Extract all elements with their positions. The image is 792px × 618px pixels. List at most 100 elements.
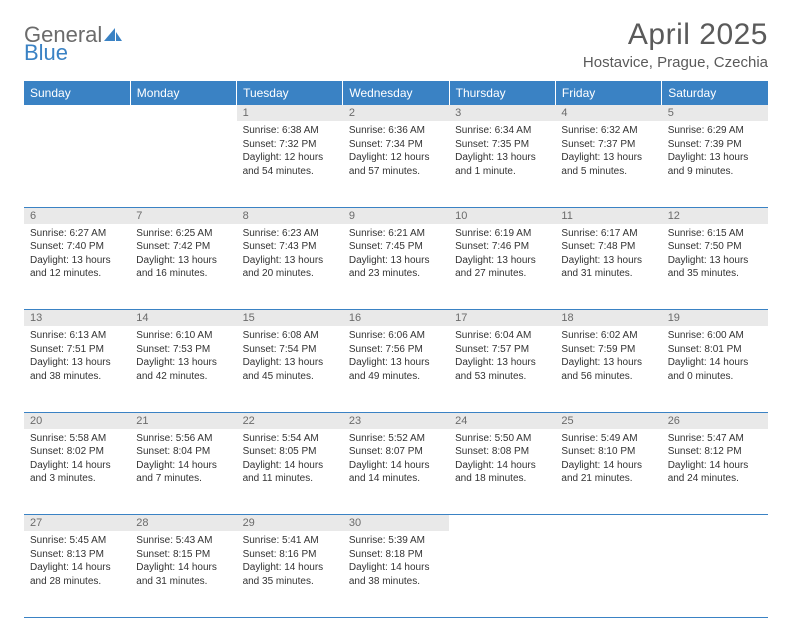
- day-content-row: Sunrise: 6:27 AMSunset: 7:40 PMDaylight:…: [24, 224, 768, 310]
- sunset-line: Sunset: 7:57 PM: [455, 343, 549, 357]
- sunrise-line: Sunrise: 5:49 AM: [561, 432, 655, 446]
- sunrise-line: Sunrise: 6:06 AM: [349, 329, 443, 343]
- sunset-line: Sunset: 8:08 PM: [455, 445, 549, 459]
- day-cell: Sunrise: 6:10 AMSunset: 7:53 PMDaylight:…: [130, 326, 236, 412]
- daylight-line: Daylight: 13 hours and 5 minutes.: [561, 151, 655, 178]
- day-number-cell: [662, 515, 768, 532]
- sunset-line: Sunset: 7:48 PM: [561, 240, 655, 254]
- sunset-line: Sunset: 7:46 PM: [455, 240, 549, 254]
- daylight-line: Daylight: 13 hours and 27 minutes.: [455, 254, 549, 281]
- day-number-cell: [555, 515, 661, 532]
- daylight-line: Daylight: 13 hours and 20 minutes.: [243, 254, 337, 281]
- day-details: Sunrise: 6:04 AMSunset: 7:57 PMDaylight:…: [449, 326, 555, 387]
- day-cell: Sunrise: 5:43 AMSunset: 8:15 PMDaylight:…: [130, 531, 236, 617]
- day-number-cell: 29: [237, 515, 343, 532]
- day-details: Sunrise: 6:25 AMSunset: 7:42 PMDaylight:…: [130, 224, 236, 285]
- daylight-line: Daylight: 14 hours and 18 minutes.: [455, 459, 549, 486]
- sunset-line: Sunset: 8:10 PM: [561, 445, 655, 459]
- daylight-line: Daylight: 14 hours and 3 minutes.: [30, 459, 124, 486]
- daylight-line: Daylight: 14 hours and 14 minutes.: [349, 459, 443, 486]
- sunset-line: Sunset: 8:12 PM: [668, 445, 762, 459]
- sunrise-line: Sunrise: 5:54 AM: [243, 432, 337, 446]
- sunrise-line: Sunrise: 6:27 AM: [30, 227, 124, 241]
- daylight-line: Daylight: 13 hours and 42 minutes.: [136, 356, 230, 383]
- sunset-line: Sunset: 7:32 PM: [243, 138, 337, 152]
- day-details: Sunrise: 5:56 AMSunset: 8:04 PMDaylight:…: [130, 429, 236, 490]
- day-cell: Sunrise: 6:19 AMSunset: 7:46 PMDaylight:…: [449, 224, 555, 310]
- day-number-cell: 15: [237, 310, 343, 327]
- day-details: Sunrise: 5:49 AMSunset: 8:10 PMDaylight:…: [555, 429, 661, 490]
- daylight-line: Daylight: 13 hours and 35 minutes.: [668, 254, 762, 281]
- day-cell: Sunrise: 5:56 AMSunset: 8:04 PMDaylight:…: [130, 429, 236, 515]
- title-block: April 2025 Hostavice, Prague, Czechia: [583, 18, 768, 71]
- day-cell: Sunrise: 6:17 AMSunset: 7:48 PMDaylight:…: [555, 224, 661, 310]
- day-number-cell: [130, 105, 236, 121]
- day-number-cell: 12: [662, 207, 768, 224]
- day-details: Sunrise: 6:36 AMSunset: 7:34 PMDaylight:…: [343, 121, 449, 182]
- day-details: Sunrise: 6:38 AMSunset: 7:32 PMDaylight:…: [237, 121, 343, 182]
- sunrise-line: Sunrise: 6:13 AM: [30, 329, 124, 343]
- day-cell: Sunrise: 5:52 AMSunset: 8:07 PMDaylight:…: [343, 429, 449, 515]
- sunrise-line: Sunrise: 5:47 AM: [668, 432, 762, 446]
- day-cell: Sunrise: 6:02 AMSunset: 7:59 PMDaylight:…: [555, 326, 661, 412]
- day-number-cell: 23: [343, 412, 449, 429]
- day-number-cell: 2: [343, 105, 449, 121]
- day-details: Sunrise: 6:15 AMSunset: 7:50 PMDaylight:…: [662, 224, 768, 285]
- day-cell: Sunrise: 6:32 AMSunset: 7:37 PMDaylight:…: [555, 121, 661, 207]
- weekday-header: Thursday: [449, 81, 555, 105]
- weekday-header-row: SundayMondayTuesdayWednesdayThursdayFrid…: [24, 81, 768, 105]
- weekday-header: Saturday: [662, 81, 768, 105]
- weekday-header: Friday: [555, 81, 661, 105]
- weekday-header: Sunday: [24, 81, 130, 105]
- sunrise-line: Sunrise: 5:50 AM: [455, 432, 549, 446]
- sunset-line: Sunset: 7:43 PM: [243, 240, 337, 254]
- sunset-line: Sunset: 8:02 PM: [30, 445, 124, 459]
- daylight-line: Daylight: 14 hours and 31 minutes.: [136, 561, 230, 588]
- sunset-line: Sunset: 7:42 PM: [136, 240, 230, 254]
- day-details: Sunrise: 6:23 AMSunset: 7:43 PMDaylight:…: [237, 224, 343, 285]
- day-number-cell: 5: [662, 105, 768, 121]
- day-number-cell: 22: [237, 412, 343, 429]
- day-number-cell: 24: [449, 412, 555, 429]
- day-number-cell: [449, 515, 555, 532]
- day-cell: Sunrise: 6:27 AMSunset: 7:40 PMDaylight:…: [24, 224, 130, 310]
- sunset-line: Sunset: 7:45 PM: [349, 240, 443, 254]
- day-cell: [555, 531, 661, 617]
- day-details: Sunrise: 6:19 AMSunset: 7:46 PMDaylight:…: [449, 224, 555, 285]
- sunrise-line: Sunrise: 5:39 AM: [349, 534, 443, 548]
- day-cell: Sunrise: 6:13 AMSunset: 7:51 PMDaylight:…: [24, 326, 130, 412]
- daylight-line: Daylight: 14 hours and 21 minutes.: [561, 459, 655, 486]
- sunset-line: Sunset: 8:16 PM: [243, 548, 337, 562]
- day-details: Sunrise: 6:27 AMSunset: 7:40 PMDaylight:…: [24, 224, 130, 285]
- day-number-cell: 11: [555, 207, 661, 224]
- sunset-line: Sunset: 7:50 PM: [668, 240, 762, 254]
- daylight-line: Daylight: 13 hours and 53 minutes.: [455, 356, 549, 383]
- day-details: Sunrise: 5:41 AMSunset: 8:16 PMDaylight:…: [237, 531, 343, 592]
- sunrise-line: Sunrise: 6:32 AM: [561, 124, 655, 138]
- logo: GeneralBlue: [24, 18, 123, 64]
- day-number-cell: 19: [662, 310, 768, 327]
- sunrise-line: Sunrise: 5:41 AM: [243, 534, 337, 548]
- day-number-row: 27282930: [24, 515, 768, 532]
- day-number-cell: 27: [24, 515, 130, 532]
- sunrise-line: Sunrise: 6:34 AM: [455, 124, 549, 138]
- daylight-line: Daylight: 14 hours and 7 minutes.: [136, 459, 230, 486]
- day-cell: Sunrise: 6:21 AMSunset: 7:45 PMDaylight:…: [343, 224, 449, 310]
- day-number-row: 13141516171819: [24, 310, 768, 327]
- day-number-cell: 17: [449, 310, 555, 327]
- daylight-line: Daylight: 13 hours and 23 minutes.: [349, 254, 443, 281]
- sunrise-line: Sunrise: 5:56 AM: [136, 432, 230, 446]
- sunset-line: Sunset: 8:15 PM: [136, 548, 230, 562]
- sunset-line: Sunset: 7:35 PM: [455, 138, 549, 152]
- sunset-line: Sunset: 7:39 PM: [668, 138, 762, 152]
- page-header: GeneralBlue April 2025 Hostavice, Prague…: [24, 18, 768, 71]
- day-number-cell: 10: [449, 207, 555, 224]
- day-details: Sunrise: 6:00 AMSunset: 8:01 PMDaylight:…: [662, 326, 768, 387]
- sunrise-line: Sunrise: 6:38 AM: [243, 124, 337, 138]
- day-cell: [130, 121, 236, 207]
- month-title: April 2025: [583, 18, 768, 52]
- daylight-line: Daylight: 13 hours and 1 minute.: [455, 151, 549, 178]
- sunrise-line: Sunrise: 5:43 AM: [136, 534, 230, 548]
- calendar-table: SundayMondayTuesdayWednesdayThursdayFrid…: [24, 81, 768, 618]
- daylight-line: Daylight: 14 hours and 38 minutes.: [349, 561, 443, 588]
